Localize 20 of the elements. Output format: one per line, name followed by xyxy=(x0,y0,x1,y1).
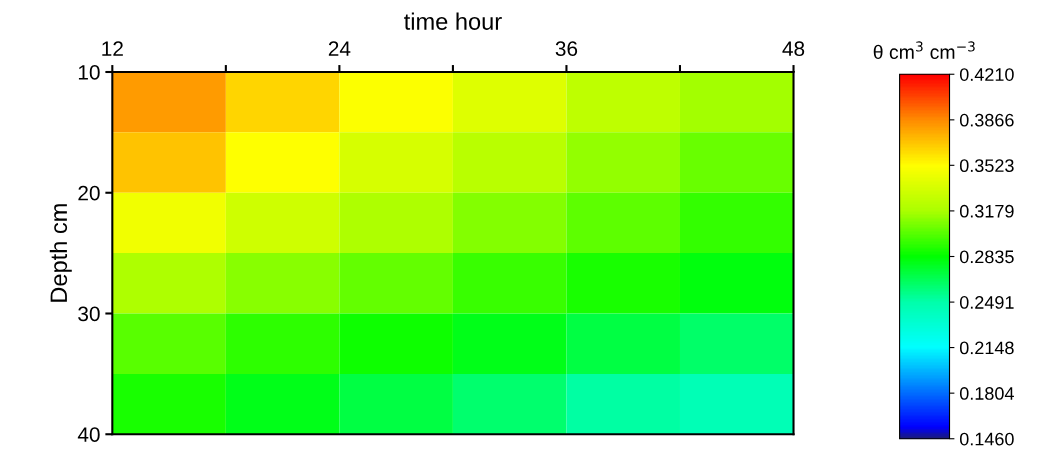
color-bar-label: 0.3523 xyxy=(959,159,1014,173)
x-tick-label: 36 xyxy=(555,41,578,57)
y-tick-label: 20 xyxy=(78,185,100,201)
color-bar-label: 0.1804 xyxy=(959,387,1014,400)
x-tick-label: 12 xyxy=(102,41,123,56)
color-bar-label: 0.4210 xyxy=(959,68,1014,81)
color-bar-label: 0.3179 xyxy=(959,204,1014,218)
y-tick-label: 40 xyxy=(77,427,100,442)
color-bar-label: 0.3866 xyxy=(959,113,1014,127)
y-tick-label: 30 xyxy=(78,306,100,322)
x-tick-label: 24 xyxy=(328,41,351,56)
x-axis-title: time hour xyxy=(404,12,502,30)
color-bar-title: θ cm$^{3}$ cm$^{−3}$ xyxy=(873,41,975,60)
y-axis-title: Depth cm xyxy=(49,204,72,302)
color-bar-label: 0.2491 xyxy=(959,296,1014,309)
x-tick-label: 48 xyxy=(782,41,805,57)
color-bar-label: 0.2835 xyxy=(959,250,1014,264)
y-tick-label: 10 xyxy=(78,65,100,80)
color-bar-label: 0.2148 xyxy=(959,341,1014,355)
color-bar-label: 0.1460 xyxy=(959,432,1014,446)
